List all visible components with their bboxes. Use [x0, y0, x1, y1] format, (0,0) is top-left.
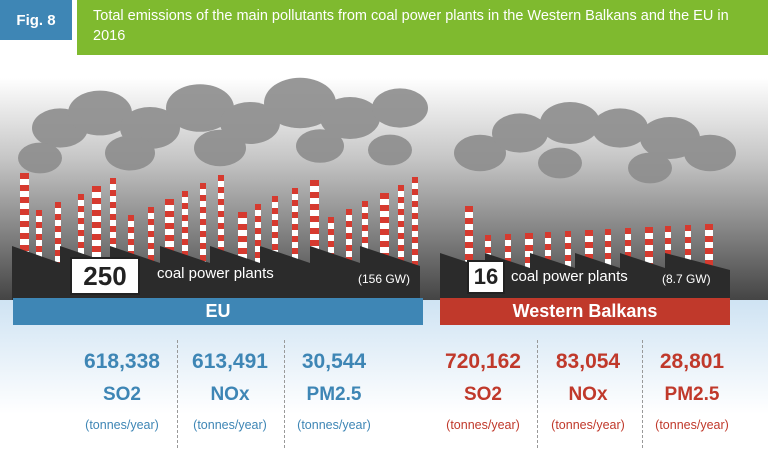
wb-plant-label: coal power plants — [511, 268, 628, 285]
eu-nox-label: NOx — [210, 384, 250, 405]
wb-nox-label: NOx — [568, 384, 608, 405]
eu-stat-nox: 613,491 NOx (tonnes/year) — [180, 350, 280, 432]
wb-pm25-label: PM2.5 — [664, 384, 720, 405]
eu-plant-label: coal power plants — [157, 265, 274, 282]
wb-nox-unit: (tonnes/year) — [551, 418, 625, 432]
wb-pm25-value: 28,801 — [659, 350, 725, 373]
wb-so2-value: 720,162 — [445, 350, 521, 373]
eu-capacity: (156 GW) — [358, 272, 411, 286]
eu-stat-so2: 618,338 SO2 (tonnes/year) — [72, 350, 172, 432]
figure-tag: Fig. 8 — [0, 0, 72, 40]
eu-nox-unit: (tonnes/year) — [193, 418, 267, 432]
eu-pm25-label: PM2.5 — [306, 384, 362, 405]
wb-plant-count: 16 — [467, 260, 505, 294]
wb-stat-so2: 720,162 SO2 (tonnes/year) — [433, 350, 533, 432]
eu-stat-pm25: 30,544 PM2.5 (tonnes/year) — [284, 350, 384, 432]
wb-pm25-unit: (tonnes/year) — [655, 418, 729, 432]
eu-so2-unit: (tonnes/year) — [85, 418, 159, 432]
stats-background — [0, 300, 768, 463]
wb-divider-1 — [537, 340, 538, 448]
wb-nox-value: 83,054 — [555, 350, 621, 373]
eu-pm25-value: 30,544 — [301, 350, 367, 373]
wb-divider-2 — [642, 340, 643, 448]
wb-stat-pm25: 28,801 PM2.5 (tonnes/year) — [642, 350, 742, 432]
eu-so2-value: 618,338 — [84, 350, 160, 373]
wb-stat-nox: 83,054 NOx (tonnes/year) — [538, 350, 638, 432]
eu-plant-count: 250 — [70, 257, 140, 295]
eu-nox-value: 613,491 — [192, 350, 268, 373]
eu-divider-2 — [284, 340, 285, 448]
eu-pm25-unit: (tonnes/year) — [297, 418, 371, 432]
figure-title: Total emissions of the main pollutants f… — [77, 0, 768, 55]
wb-capacity: (8.7 GW) — [662, 272, 711, 286]
eu-so2-label: SO2 — [102, 384, 142, 405]
eu-region-band: EU — [13, 298, 423, 325]
wb-so2-unit: (tonnes/year) — [446, 418, 520, 432]
wb-region-band: Western Balkans — [440, 298, 730, 325]
eu-divider-1 — [177, 340, 178, 448]
wb-so2-label: SO2 — [463, 384, 503, 405]
